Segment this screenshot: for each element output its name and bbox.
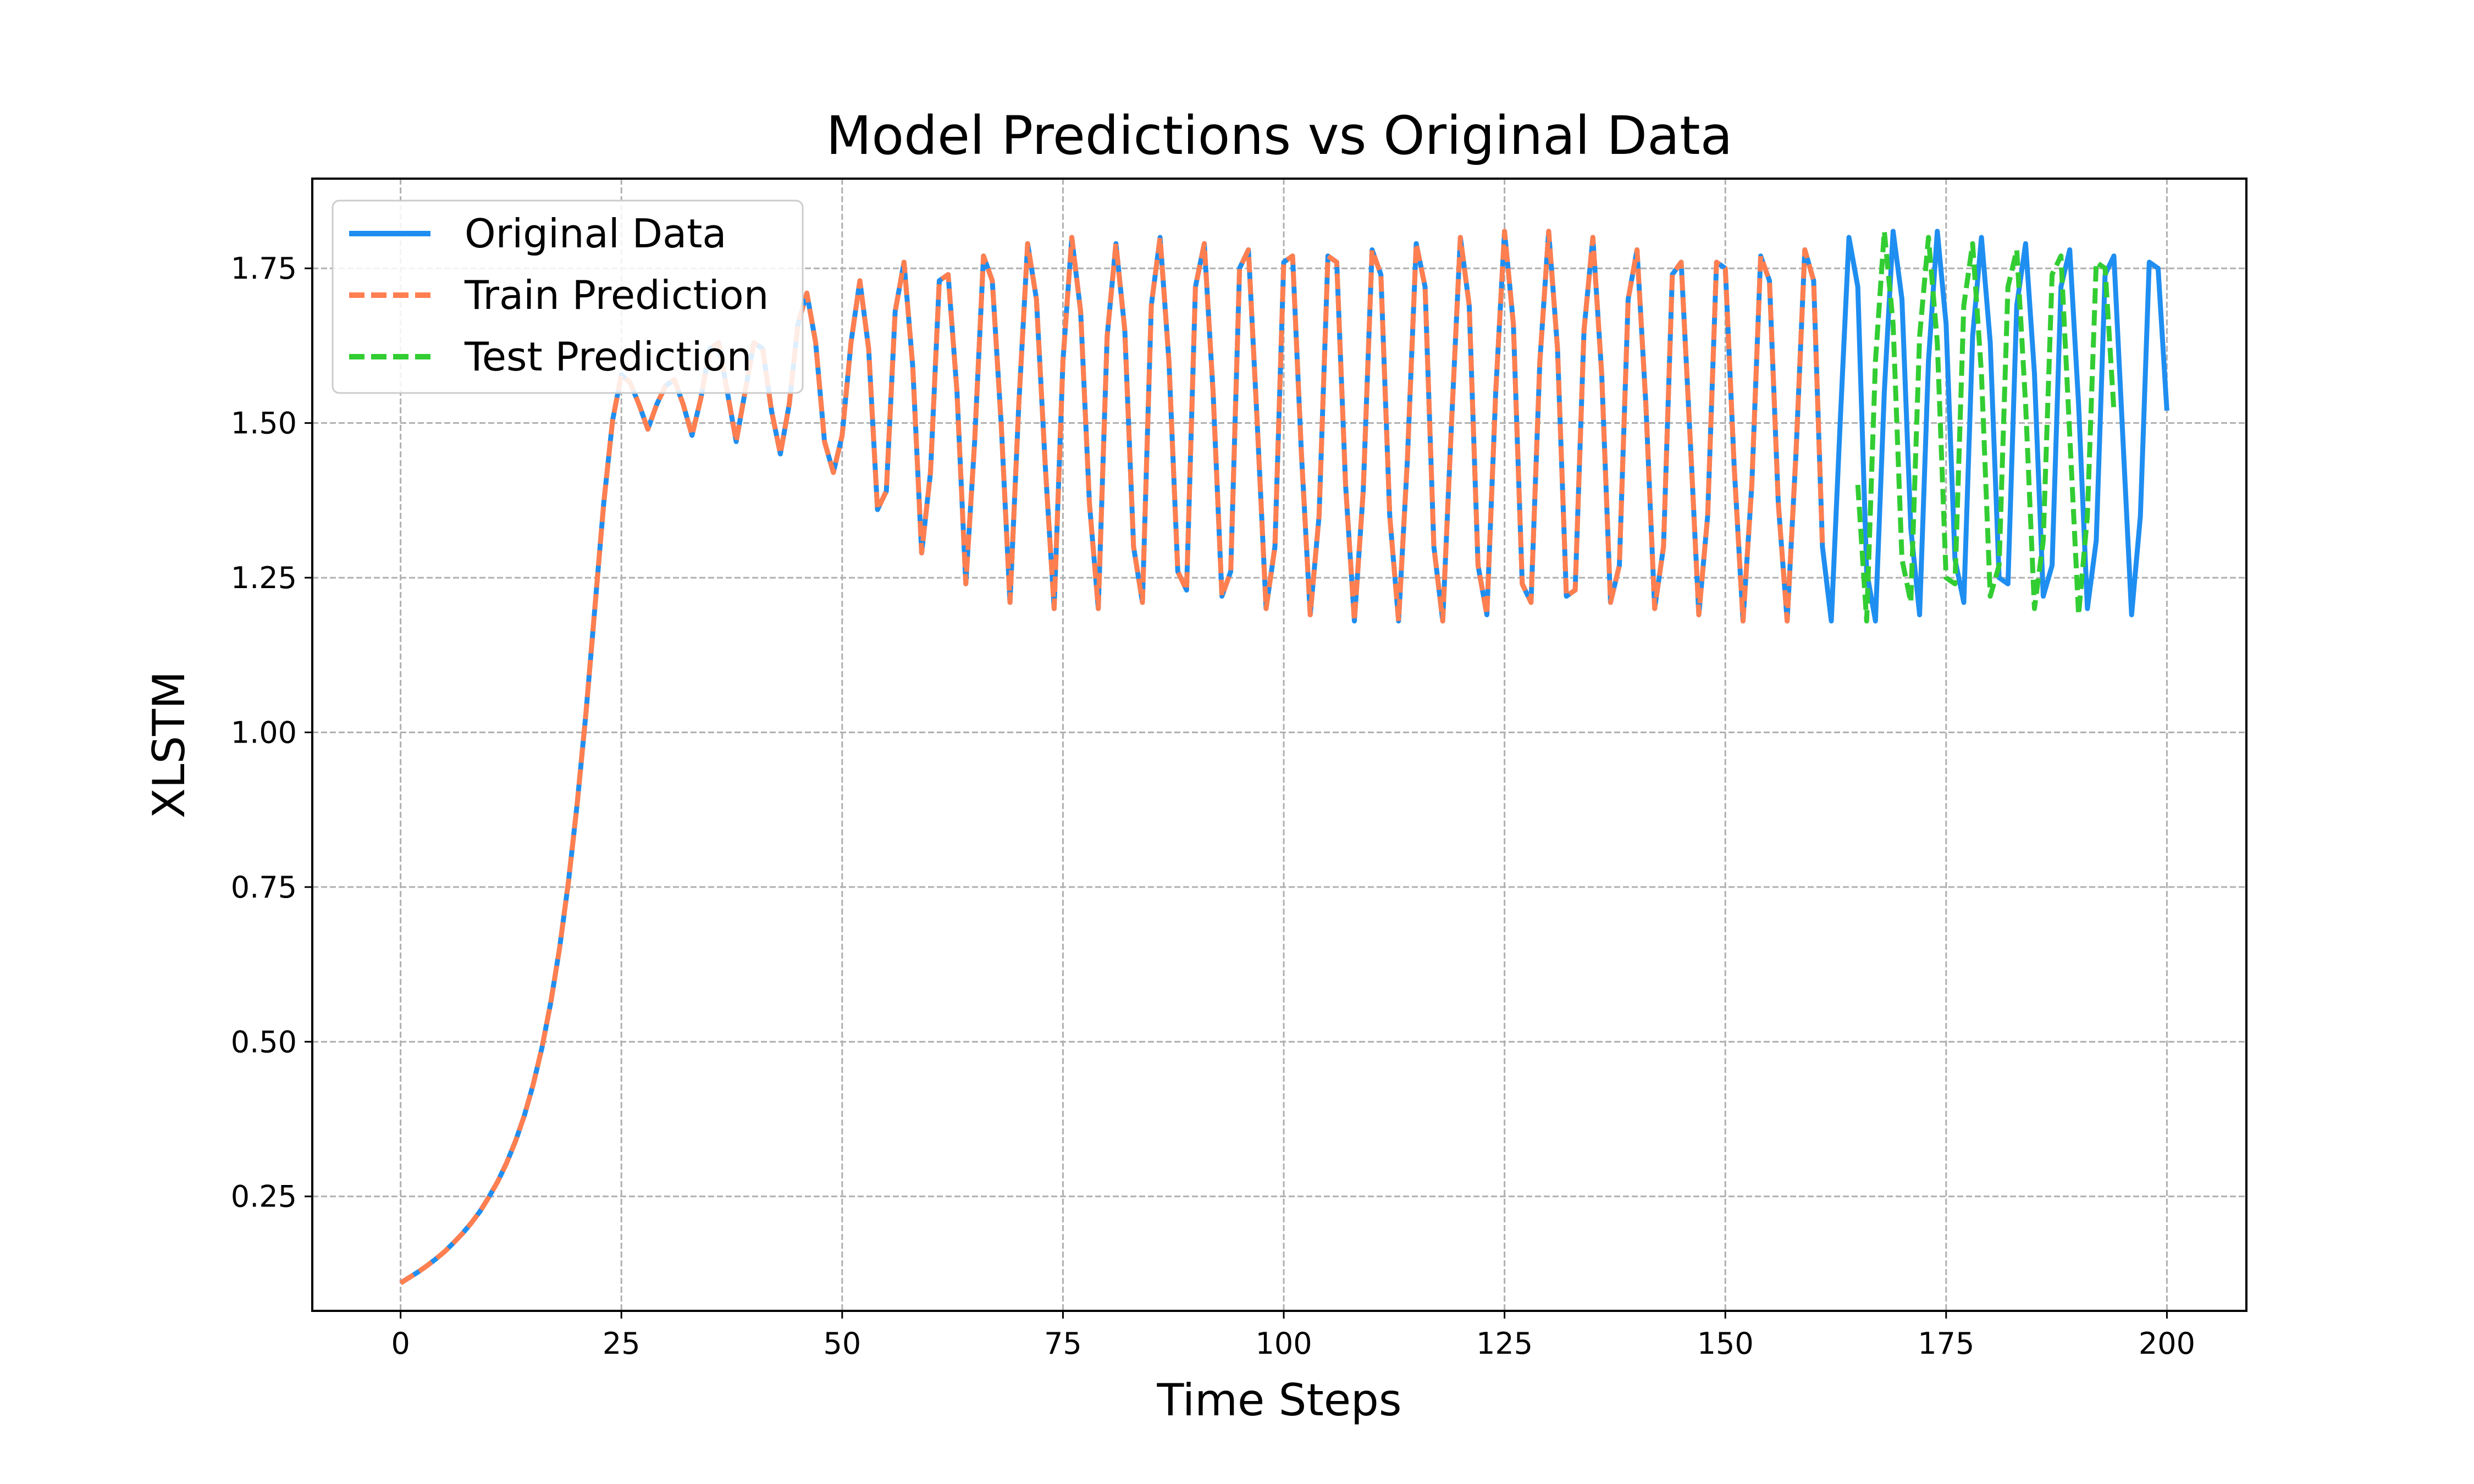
y-tick-label: 1.75 [231, 251, 297, 286]
legend-label: Original Data [465, 211, 727, 257]
x-axis-title: Time Steps [1156, 1375, 1401, 1426]
y-tick-label: 0.75 [231, 870, 297, 905]
x-tick-label: 125 [1476, 1326, 1533, 1361]
chart-title: Model Predictions vs Original Data [826, 105, 1733, 167]
legend: Original Data Train Prediction Test Predic… [332, 200, 804, 394]
plot-frame [311, 178, 2247, 1312]
y-tick-label: 0.25 [231, 1180, 297, 1214]
y-tick-label: 1.00 [231, 715, 297, 750]
x-tick-label: 25 [603, 1326, 640, 1361]
series-line-test-prediction [1855, 229, 2117, 624]
legend-label: Test Prediction [464, 334, 752, 380]
y-tick-label: 1.50 [231, 406, 297, 441]
x-tick-label: 100 [1255, 1326, 1312, 1361]
series-line-train-prediction [399, 229, 1825, 1286]
x-tick-label: 75 [1044, 1326, 1082, 1361]
legend-label: Train Prediction [464, 272, 769, 318]
series-layer [399, 229, 2169, 1286]
y-tick-label: 0.50 [231, 1025, 297, 1059]
x-tick-label: 200 [2139, 1326, 2195, 1361]
x-tick-label: 175 [1918, 1326, 1974, 1361]
legend-box [332, 200, 804, 394]
x-tick-label: 50 [823, 1326, 861, 1361]
x-tick-label: 0 [391, 1326, 410, 1361]
x-tick-label: 150 [1697, 1326, 1754, 1361]
y-axis-title: XLSTM [143, 671, 195, 818]
y-tick-label: 1.25 [231, 561, 297, 595]
ticks: 0 25 50 75 100 125 150 175 200 0.25 0.50 0.75 1.00 1.… [231, 251, 2195, 1361]
